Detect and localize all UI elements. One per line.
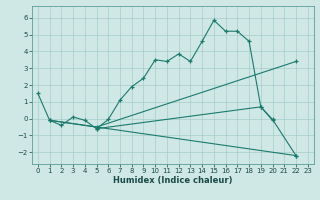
X-axis label: Humidex (Indice chaleur): Humidex (Indice chaleur) xyxy=(113,176,233,185)
